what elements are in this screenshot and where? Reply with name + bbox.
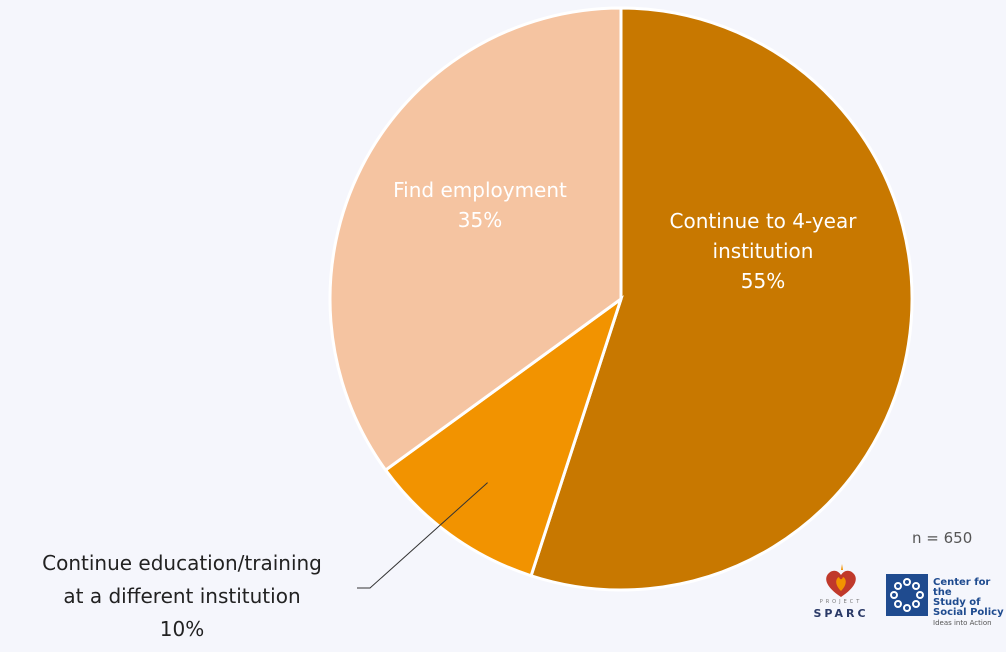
slice-label-1: Continue to 4-year institution 55% (670, 209, 858, 293)
cssp-logo: Center for the Study of Social Policy Id… (886, 574, 1006, 627)
sparc-project-text: PROJECT (819, 599, 863, 605)
cssp-name-text: Center for the Study of Social Policy Id… (933, 577, 1004, 628)
cssp-emblem-icon (886, 574, 928, 616)
pie-slice-1 (529, 6, 914, 592)
slice-label-3: Find employment 35% (393, 178, 567, 232)
sample-size-note: n = 650 (912, 529, 973, 547)
pie-slice-2 (383, 295, 624, 578)
sparc-name-text: SPARC (813, 607, 869, 620)
sparc-logo: PROJECT SPARC (806, 561, 876, 621)
pie-slice-3 (328, 6, 623, 473)
sparc-heart-icon (826, 564, 856, 597)
slice-label-2: Continue education/training at a differen… (42, 551, 322, 641)
leader-line-2 (357, 482, 488, 589)
